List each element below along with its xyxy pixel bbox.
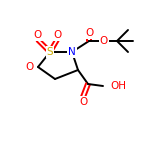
Text: S: S xyxy=(47,47,53,57)
Text: O: O xyxy=(26,62,34,72)
Text: O: O xyxy=(34,30,42,40)
Text: O: O xyxy=(53,30,61,40)
Text: O: O xyxy=(100,36,108,46)
Text: O: O xyxy=(79,97,87,107)
Text: OH: OH xyxy=(110,81,126,91)
Text: N: N xyxy=(68,47,76,57)
Text: O: O xyxy=(85,28,93,38)
